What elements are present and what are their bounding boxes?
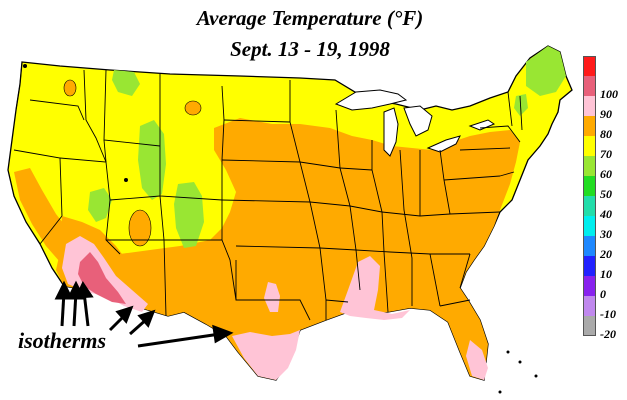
band-80-dakota xyxy=(184,100,202,116)
legend-row: 30 xyxy=(583,216,627,241)
legend-row xyxy=(583,56,627,76)
legend-swatch xyxy=(583,116,596,136)
lake-superior xyxy=(334,89,408,111)
coastal-islands xyxy=(23,64,538,394)
band-90-texas xyxy=(232,330,300,380)
temperature-legend: 100 90 80 70 60 50 40 30 20 10 0 -10 -20 xyxy=(583,56,627,341)
legend-label: 10 xyxy=(600,267,612,281)
legend-label: -20 xyxy=(600,327,616,341)
legend-row: 0 xyxy=(583,276,627,301)
legend-row: 70 xyxy=(583,136,627,161)
band-90-southwest xyxy=(62,236,148,312)
band-80-region xyxy=(96,118,520,380)
map-title: Average Temperature (°F) xyxy=(196,6,424,30)
band-60-montana xyxy=(112,70,140,96)
legend-swatch xyxy=(583,136,596,156)
band-60-wyoming xyxy=(138,120,166,200)
legend-label: 50 xyxy=(600,187,612,201)
legend-swatch xyxy=(583,276,596,296)
band-80-utah-basin xyxy=(128,209,152,247)
legend-swatch xyxy=(583,316,596,336)
legend-label: 20 xyxy=(600,247,612,261)
band-90-westtexas xyxy=(264,282,280,312)
band-60-utah xyxy=(88,188,112,222)
legend-label: 40 xyxy=(600,207,612,221)
legend-swatch xyxy=(583,156,596,176)
legend-label: -10 xyxy=(600,307,616,321)
legend-swatch xyxy=(583,56,596,76)
lake-erie xyxy=(426,135,461,153)
legend-swatch xyxy=(583,216,596,236)
legend-row: 10 xyxy=(583,256,627,281)
legend-row: 50 xyxy=(583,176,627,201)
isotherms-annotation: isotherms xyxy=(18,328,107,353)
legend-swatch xyxy=(583,256,596,276)
legend-row: 80 xyxy=(583,116,627,141)
legend-label: 30 xyxy=(600,227,612,241)
legend-row: 90 xyxy=(583,96,627,121)
band-90-florida xyxy=(466,340,488,380)
legend-row: 20 xyxy=(583,236,627,261)
legend-swatch xyxy=(583,196,596,216)
legend-swatch xyxy=(583,76,596,96)
legend-row: -20 xyxy=(583,316,627,341)
band-100-desert xyxy=(78,252,126,304)
legend-row: 100 xyxy=(583,76,627,101)
band-90-gulfcoast xyxy=(340,256,410,320)
map-subtitle: Sept. 13 - 19, 1998 xyxy=(230,37,390,61)
legend-label: 100 xyxy=(600,87,618,101)
legend-label: 60 xyxy=(600,167,612,181)
legend-label: 0 xyxy=(600,287,606,301)
band-80-idaho xyxy=(63,79,77,97)
lake-huron xyxy=(403,105,433,137)
lake-ontario xyxy=(468,119,496,131)
legend-row: 40 xyxy=(583,196,627,221)
legend-label: 90 xyxy=(600,107,612,121)
legend-label: 70 xyxy=(600,147,612,161)
legend-label: 80 xyxy=(600,127,612,141)
legend-swatch xyxy=(583,96,596,116)
band-60-newengland xyxy=(514,94,528,116)
lake-michigan xyxy=(383,107,399,157)
legend-row: 60 xyxy=(583,156,627,181)
state-borders xyxy=(13,61,523,321)
band-60-maine xyxy=(526,46,566,96)
legend-swatch xyxy=(583,296,596,316)
legend-row: -10 xyxy=(583,296,627,321)
legend-swatch xyxy=(583,176,596,196)
isotherm-arrows xyxy=(54,280,234,348)
legend-swatch xyxy=(583,236,596,256)
